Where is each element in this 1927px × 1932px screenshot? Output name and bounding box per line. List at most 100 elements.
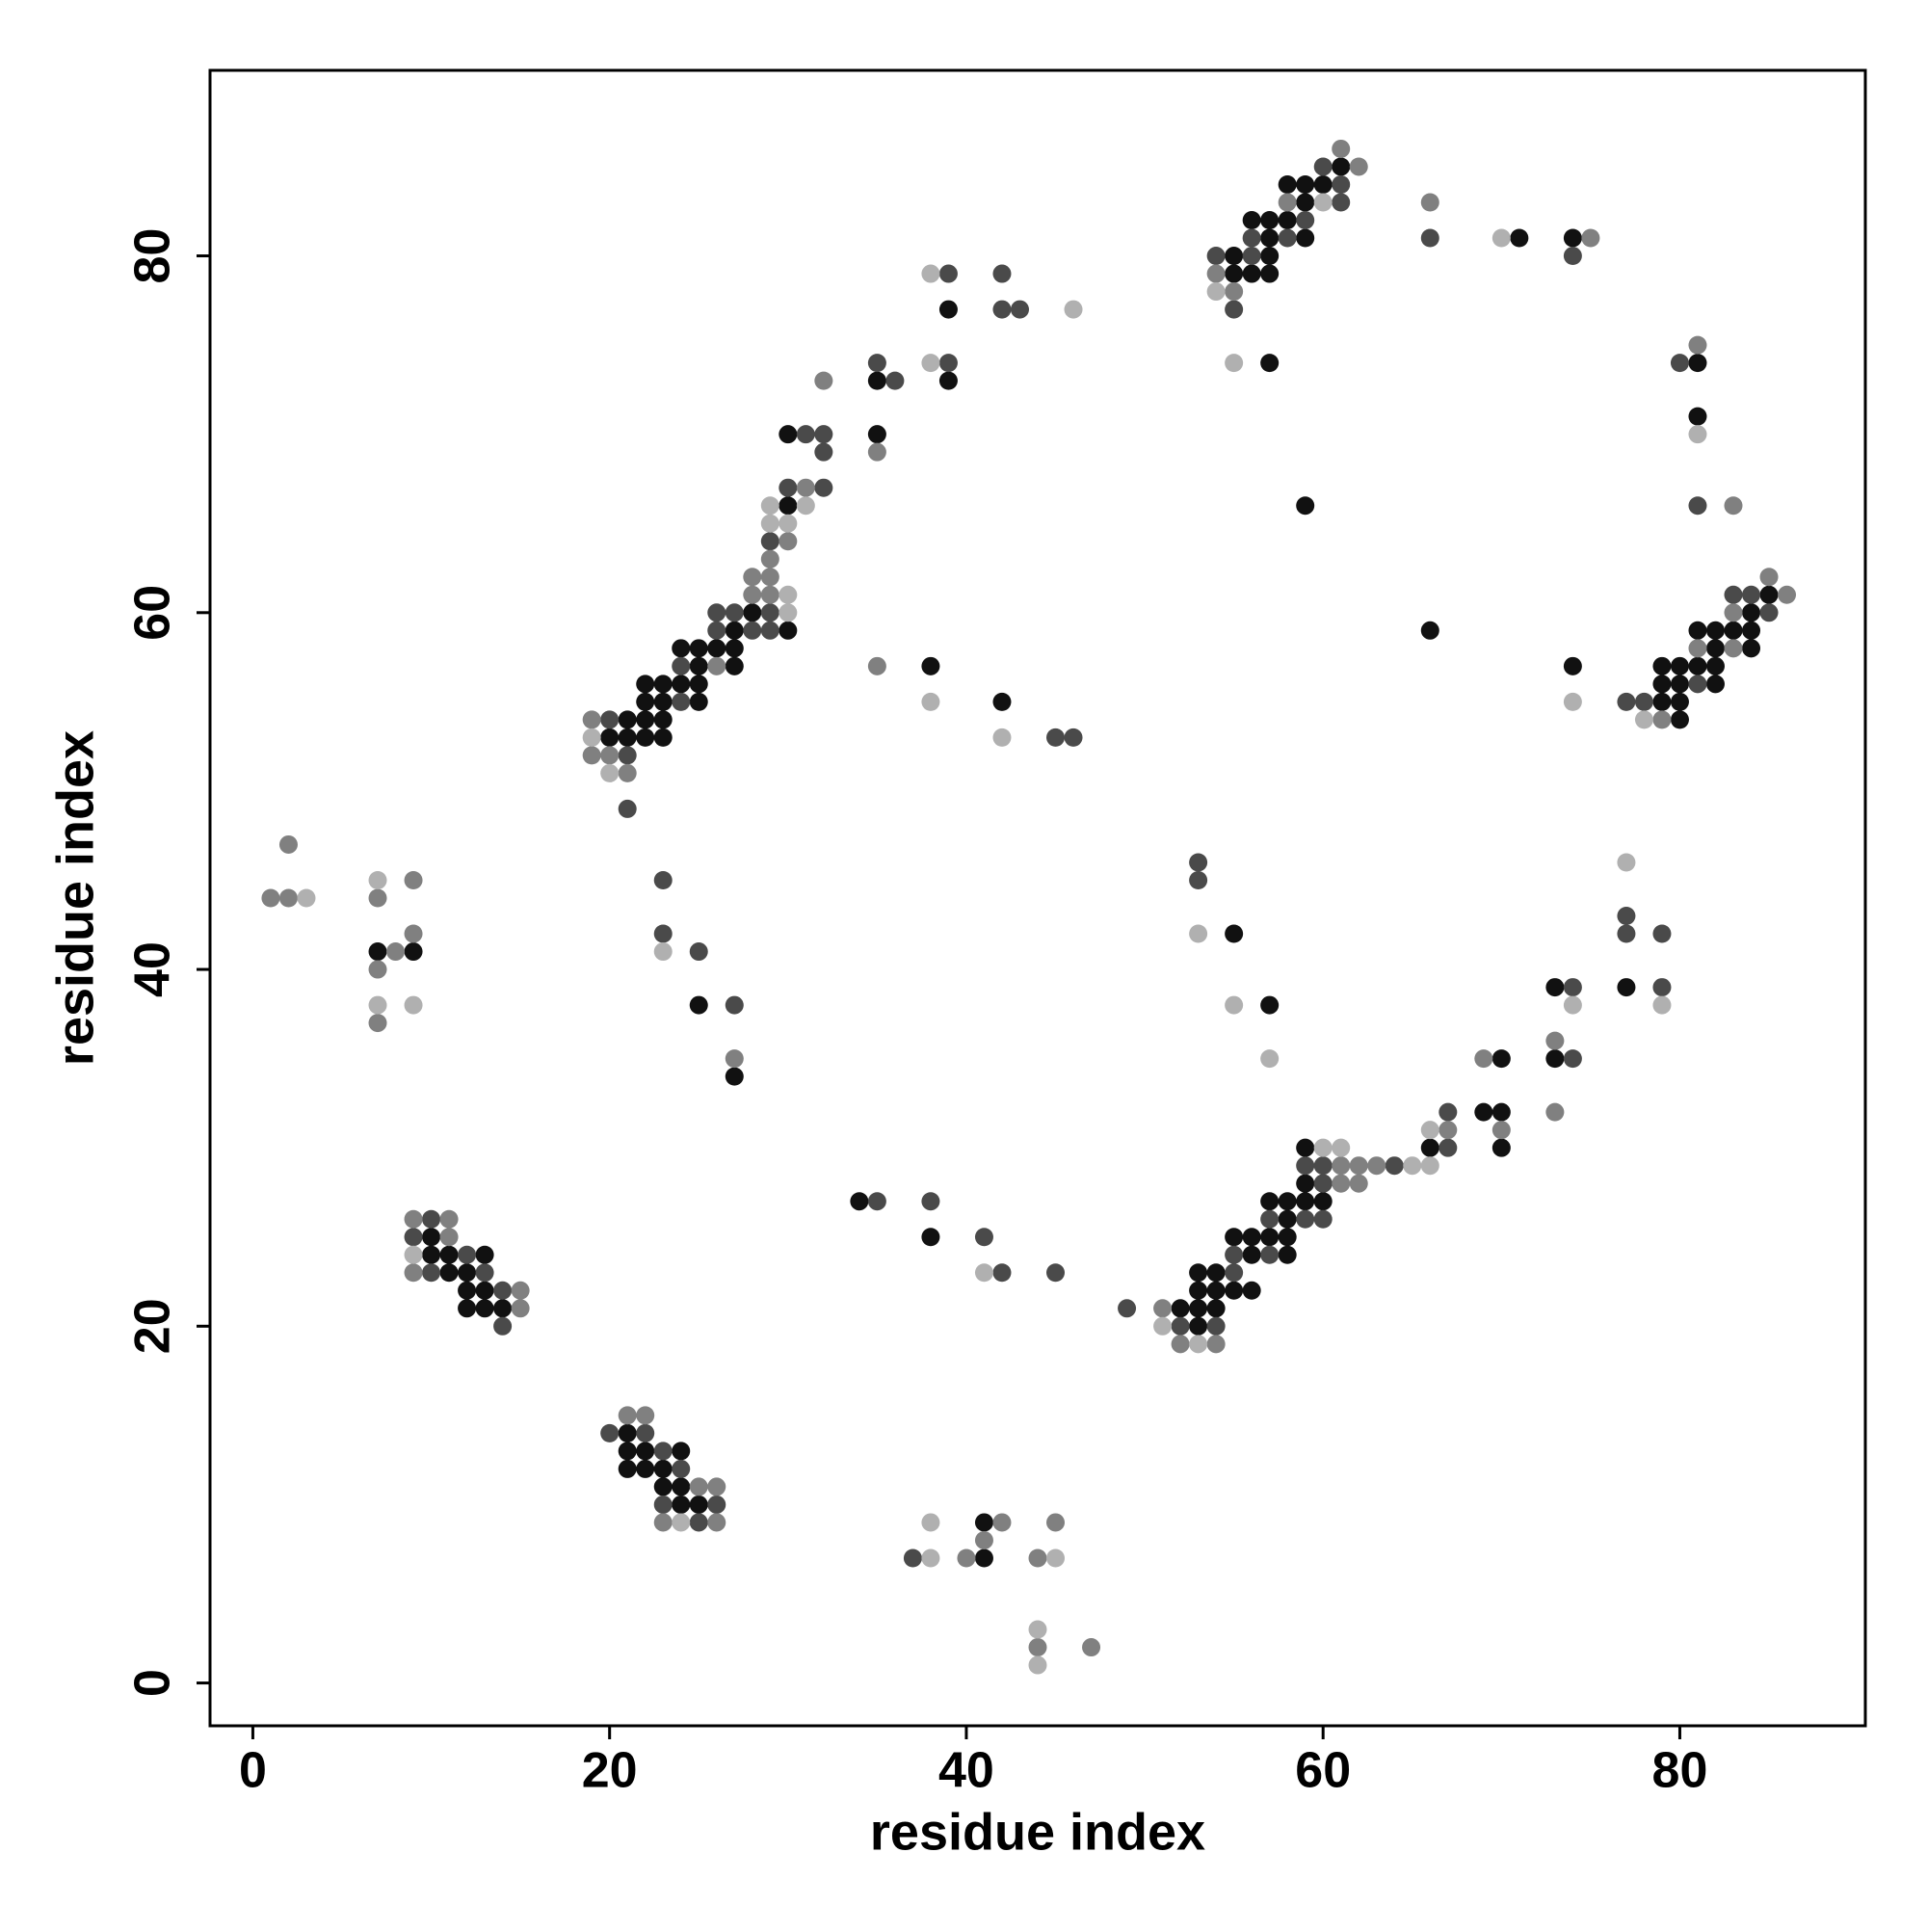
point	[1296, 496, 1315, 516]
point	[921, 1192, 940, 1211]
point	[404, 924, 423, 943]
point	[850, 1192, 869, 1211]
y-axis-title: residue index	[46, 730, 104, 1066]
point	[1670, 656, 1689, 675]
point	[1153, 1299, 1173, 1318]
point	[921, 1513, 940, 1532]
point	[404, 1263, 423, 1283]
point	[1332, 174, 1351, 194]
point	[1296, 1192, 1315, 1211]
point	[1652, 692, 1672, 711]
y-tick-label: 80	[125, 228, 181, 284]
point	[1670, 354, 1689, 373]
point	[1260, 228, 1280, 248]
point	[760, 514, 779, 533]
point	[1225, 300, 1244, 319]
point	[1332, 139, 1351, 158]
point	[1332, 193, 1351, 212]
point	[582, 746, 601, 765]
point	[618, 763, 637, 782]
point	[1206, 1263, 1226, 1283]
point	[1688, 656, 1707, 675]
point	[707, 656, 726, 675]
point	[1278, 193, 1297, 212]
point	[1474, 1049, 1493, 1069]
point	[992, 264, 1012, 283]
point	[1403, 1156, 1422, 1176]
point	[725, 1067, 744, 1086]
point	[938, 300, 958, 319]
point	[439, 1245, 459, 1264]
point	[779, 425, 798, 444]
point	[707, 1513, 726, 1532]
point	[618, 1459, 637, 1478]
point	[475, 1299, 494, 1318]
point	[582, 710, 601, 729]
point	[1296, 228, 1315, 248]
point	[1332, 1156, 1351, 1176]
point	[618, 710, 637, 729]
point	[1313, 174, 1333, 194]
point	[672, 675, 691, 694]
point	[974, 1530, 993, 1549]
point	[297, 888, 316, 908]
point	[1563, 692, 1582, 711]
point	[725, 639, 744, 658]
point	[1491, 1049, 1511, 1069]
point	[1189, 1316, 1208, 1336]
point	[1260, 1209, 1280, 1229]
point	[653, 692, 673, 711]
point	[1563, 1049, 1582, 1069]
point	[1724, 639, 1743, 658]
point	[1242, 247, 1261, 266]
x-tick-label: 80	[1652, 1743, 1708, 1799]
point	[1724, 585, 1743, 604]
point	[1742, 603, 1761, 622]
point	[1171, 1299, 1190, 1318]
point	[1278, 174, 1297, 194]
point	[1028, 1548, 1047, 1568]
point	[957, 1548, 976, 1568]
point	[672, 1459, 691, 1478]
point	[1688, 407, 1707, 426]
point	[1260, 1245, 1280, 1264]
point	[689, 675, 708, 694]
point	[921, 1228, 940, 1247]
point	[1634, 692, 1653, 711]
point	[1260, 1192, 1280, 1211]
point	[1563, 247, 1582, 266]
point	[1545, 1049, 1565, 1069]
point	[653, 728, 673, 747]
point	[1278, 1209, 1297, 1229]
point	[1206, 1335, 1226, 1354]
point	[1759, 585, 1779, 604]
point	[278, 888, 298, 908]
point	[1705, 675, 1725, 694]
point	[1617, 853, 1636, 872]
point	[992, 728, 1012, 747]
point	[600, 763, 620, 782]
point	[1420, 1121, 1439, 1140]
point	[1688, 425, 1707, 444]
point	[779, 496, 798, 516]
point	[1349, 157, 1368, 176]
point	[1491, 228, 1511, 248]
point	[1225, 924, 1244, 943]
point	[1010, 300, 1029, 319]
point	[1313, 193, 1333, 212]
point	[493, 1281, 513, 1300]
point	[992, 692, 1012, 711]
point	[1260, 354, 1280, 373]
point	[1242, 264, 1261, 283]
point	[1670, 710, 1689, 729]
point	[1046, 1548, 1066, 1568]
point	[422, 1245, 441, 1264]
point	[582, 728, 601, 747]
point	[938, 264, 958, 283]
x-tick-label: 40	[938, 1743, 994, 1799]
point	[921, 354, 940, 373]
point	[511, 1281, 530, 1300]
point	[921, 264, 940, 283]
